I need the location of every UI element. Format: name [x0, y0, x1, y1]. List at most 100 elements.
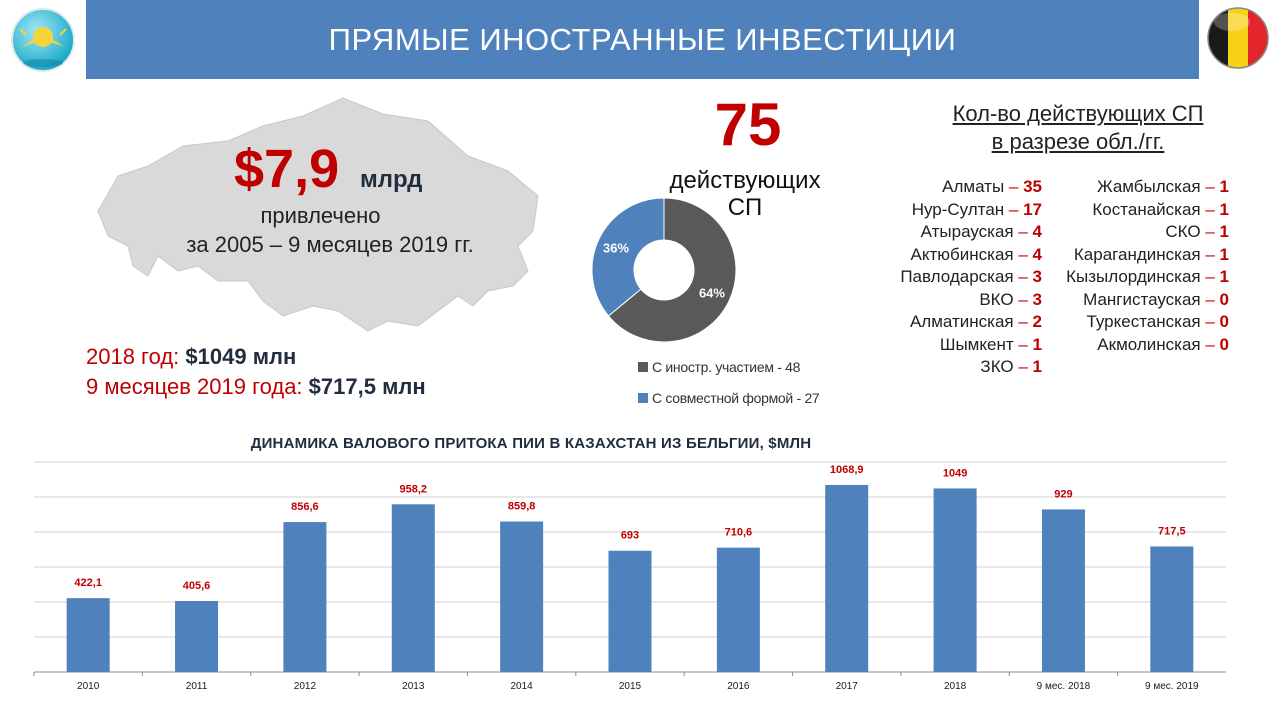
region-count: 1	[1032, 357, 1042, 376]
x-tick-label: 2011	[186, 681, 208, 692]
year-2018-label: 2018 год:	[86, 344, 180, 369]
bar-value-label: 405,6	[183, 580, 211, 592]
bar-value-label: 958,2	[400, 483, 428, 495]
region-row-right-0: Жамбылская – 1	[1040, 176, 1229, 199]
regions-title: Кол-во действующих СП в разрезе обл./гг.	[910, 100, 1246, 156]
region-count: 4	[1032, 222, 1042, 241]
bar-2012	[283, 522, 327, 672]
region-dash: –	[1013, 289, 1033, 309]
bar-2014	[500, 521, 544, 672]
bar-value-label: 929	[1054, 488, 1072, 500]
bar-9мес2018	[1041, 509, 1085, 672]
region-count: 4	[1032, 244, 1042, 264]
region-name: Мангистауская	[1083, 289, 1201, 309]
region-name: Акмолинская	[1097, 334, 1201, 354]
region-row-right-1: Костанайская – 1	[1040, 199, 1229, 222]
donut-label-0: 64%	[699, 286, 725, 301]
donut-slice-0	[607, 197, 737, 343]
legend-foreign: С иностр. участием - 48	[638, 359, 800, 375]
x-tick-label: 9 мес. 2018	[1037, 681, 1091, 692]
legend-foreign-label: С иностр. участием - 48	[652, 359, 801, 375]
region-dash: –	[1200, 334, 1220, 354]
legend-joint-swatch	[638, 393, 648, 403]
bar-2018	[933, 488, 977, 672]
region-dash: –	[1200, 289, 1220, 309]
period-label: за 2005 – 9 месяцев 2019 гг.	[186, 232, 474, 257]
x-tick-label: 2016	[727, 681, 750, 692]
region-dash: –	[1200, 267, 1220, 286]
legend-joint-label: С совместной формой - 27	[652, 390, 820, 406]
region-name: Актюбинская	[910, 244, 1014, 264]
bar-value-label: 856,6	[291, 501, 319, 513]
region-name: Атырауская	[920, 222, 1014, 241]
region-count: 0	[1219, 289, 1229, 309]
bar-value-label: 717,5	[1158, 525, 1186, 537]
region-dash: –	[1200, 244, 1220, 264]
region-dash: –	[1200, 312, 1220, 331]
x-tick-label: 2012	[294, 681, 317, 692]
regions-list-left: Алматы – 35 Нур-Султан – 17 Атырауская – 4…	[840, 176, 1042, 379]
region-row-right-6: Туркестанская – 0	[1040, 311, 1229, 334]
region-count: 1	[1219, 244, 1229, 264]
months-2019-line: 9 месяцев 2019 года: $717,5 млн	[86, 374, 426, 400]
page-title: ПРЯМЫЕ ИНОСТРАННЫЕ ИНВЕСТИЦИИ	[328, 22, 957, 57]
region-dash: –	[1013, 244, 1033, 264]
region-count: 3	[1032, 267, 1042, 286]
region-name: Туркестанская	[1086, 312, 1201, 331]
bar-2015	[608, 550, 652, 672]
bar-value-label: 693	[621, 530, 639, 542]
region-row-left-8: ЗКО – 1	[840, 356, 1042, 379]
amount-unit: млрд	[360, 166, 423, 193]
region-dash: –	[1013, 357, 1033, 376]
region-dash: –	[1013, 312, 1033, 331]
year-2018-line: 2018 год: $1049 млн	[86, 344, 296, 370]
region-count: 1	[1032, 334, 1042, 354]
region-name: Костанайская	[1092, 199, 1201, 219]
region-count: 1	[1219, 222, 1229, 241]
region-name: Жамбылская	[1096, 177, 1201, 196]
region-dash: –	[1013, 267, 1033, 286]
bar-2017	[825, 484, 869, 672]
region-name: Нур-Султан	[911, 199, 1005, 219]
attracted-label: привлечено	[260, 203, 381, 228]
bar-2010	[66, 598, 110, 672]
region-name: ВКО	[979, 289, 1014, 309]
bar-value-label: 1068,9	[830, 464, 864, 476]
legend-joint: С совместной формой - 27	[638, 390, 820, 406]
bar-value-label: 1049	[943, 467, 967, 479]
total-amount: $7,9	[234, 139, 340, 199]
region-count: 2	[1032, 312, 1042, 331]
bar-value-label: 422,1	[74, 577, 102, 589]
kazakhstan-map-shape	[88, 96, 548, 336]
x-tick-label: 2017	[836, 681, 859, 692]
bar-2011	[175, 601, 219, 672]
region-count: 1	[1219, 199, 1229, 219]
region-name: Павлодарская	[900, 267, 1014, 286]
x-tick-label: 9 мес. 2019	[1145, 681, 1199, 692]
region-name: Карагандинская	[1073, 244, 1201, 264]
x-tick-label: 2015	[619, 681, 642, 692]
regions-list-right: Жамбылская – 1 Костанайская – 1 СКО – 1 Кар…	[1040, 176, 1229, 356]
region-dash: –	[1013, 222, 1033, 241]
region-row-left-6: Алматинская – 2	[840, 311, 1042, 334]
region-count: 35	[1023, 177, 1042, 196]
region-name: ЗКО	[980, 357, 1014, 376]
region-dash: –	[1004, 199, 1024, 219]
region-dash: –	[1200, 222, 1220, 241]
region-count: 1	[1219, 177, 1229, 196]
chart-title: ДИНАМИКА ВАЛОВОГО ПРИТОКА ПИИ В КАЗАХСТА…	[250, 435, 812, 452]
region-count: 3	[1032, 289, 1042, 309]
region-name: Алматинская	[909, 312, 1014, 331]
region-count: 0	[1219, 312, 1229, 331]
region-count: 0	[1219, 334, 1229, 354]
jv-donut-chart: 64% 36%	[584, 190, 744, 350]
x-tick-label: 2013	[402, 681, 425, 692]
region-dash: –	[1013, 334, 1033, 354]
region-count: 1	[1219, 267, 1229, 286]
region-row-left-3: Актюбинская – 4	[840, 244, 1042, 267]
legend-foreign-swatch	[638, 362, 648, 372]
jv-count: 75	[714, 91, 782, 158]
regions-title-line1: Кол-во действующих СП	[952, 101, 1204, 126]
kazakhstan-emblem-icon	[10, 7, 76, 73]
donut-label-1: 36%	[603, 240, 629, 255]
